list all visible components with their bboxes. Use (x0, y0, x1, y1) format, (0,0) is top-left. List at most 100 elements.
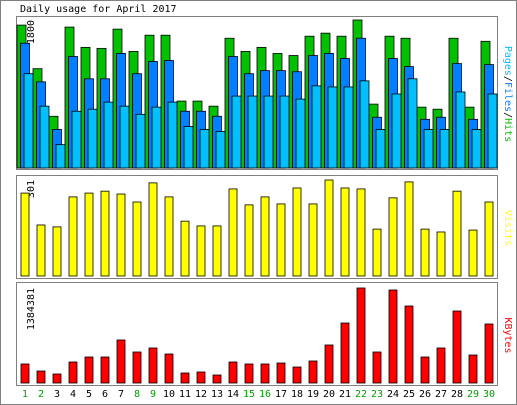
bar (84, 192, 94, 277)
x-tick-label: 7 (118, 389, 124, 400)
bar (308, 360, 318, 384)
bar (372, 351, 382, 384)
x-tick-label: 29 (467, 389, 479, 400)
bar (487, 93, 498, 169)
x-tick-label: 4 (70, 389, 76, 400)
bar (212, 374, 222, 384)
x-tick-label: 5 (86, 389, 92, 400)
y-tick-label: 301 (26, 180, 37, 198)
bar (164, 353, 174, 384)
bar (436, 231, 446, 277)
bar (276, 203, 286, 277)
x-tick-label: 30 (483, 389, 495, 400)
bar (327, 86, 338, 169)
y-tick-label: 1384381 (26, 288, 37, 330)
bar (436, 347, 446, 384)
x-tick-label: 28 (451, 389, 463, 400)
bar (324, 179, 334, 277)
bar (311, 85, 322, 169)
bar (20, 192, 30, 277)
bar (375, 129, 386, 169)
x-tick-label: 19 (307, 389, 319, 400)
bar (420, 356, 430, 384)
bar (308, 203, 318, 277)
x-tick-label: 3 (54, 389, 60, 400)
bar (39, 105, 50, 169)
x-tick-label: 22 (355, 389, 367, 400)
bar (68, 196, 78, 277)
legend-entry: Visits (502, 210, 513, 246)
bar (468, 229, 478, 277)
bar (23, 73, 34, 169)
bar (164, 196, 174, 277)
bar (260, 196, 270, 277)
bar (196, 371, 206, 384)
bar (295, 98, 306, 169)
legend-entry: Files (502, 82, 513, 112)
legend-entry: KBytes (502, 317, 513, 353)
bar (183, 126, 194, 169)
bar (52, 373, 62, 384)
x-tick-label: 13 (211, 389, 223, 400)
y-tick-label: 1800 (26, 20, 37, 44)
bar (119, 105, 130, 169)
bar (343, 86, 354, 169)
bar (55, 144, 66, 169)
bar (391, 93, 402, 169)
bar (52, 226, 62, 277)
bar (484, 201, 494, 277)
bar (468, 354, 478, 384)
bar (263, 95, 274, 169)
bar (36, 370, 46, 384)
bar (292, 366, 302, 384)
bar (135, 113, 146, 169)
bar (388, 289, 398, 384)
bar (388, 197, 398, 277)
x-tick-label: 25 (403, 389, 415, 400)
bar (215, 131, 226, 169)
bar (452, 310, 462, 384)
x-tick-label: 20 (323, 389, 335, 400)
bar (132, 201, 142, 277)
bar (247, 95, 258, 169)
bar (68, 361, 78, 384)
bar (180, 220, 190, 277)
panel (16, 175, 498, 279)
panel (16, 282, 498, 386)
bar (84, 356, 94, 384)
x-tick-label: 24 (387, 389, 399, 400)
bar (260, 363, 270, 384)
bar (340, 322, 350, 384)
x-tick-label: 15 (243, 389, 255, 400)
bar (180, 372, 190, 384)
legend: Visits (502, 210, 513, 246)
bar (420, 228, 430, 277)
bar (276, 362, 286, 384)
legend-entry: Hits (502, 118, 513, 142)
bar (167, 101, 178, 169)
bar (484, 323, 494, 384)
bar (100, 356, 110, 384)
bar (103, 101, 114, 169)
x-tick-label: 12 (195, 389, 207, 400)
x-tick-label: 18 (291, 389, 303, 400)
bar (228, 188, 238, 277)
legend-entry: Pages (502, 46, 513, 76)
bar (359, 80, 370, 169)
bar (36, 224, 46, 277)
x-tick-label: 10 (163, 389, 175, 400)
x-tick-label: 16 (259, 389, 271, 400)
x-tick-label: 1 (22, 389, 28, 400)
bar (151, 106, 162, 169)
bar (340, 187, 350, 277)
x-tick-label: 2 (38, 389, 44, 400)
bar (212, 225, 222, 277)
bar (244, 363, 254, 384)
bar (439, 129, 450, 169)
x-tick-label: 27 (435, 389, 447, 400)
bar (132, 351, 142, 384)
x-tick-label: 21 (339, 389, 351, 400)
bar (452, 190, 462, 277)
x-tick-label: 17 (275, 389, 287, 400)
